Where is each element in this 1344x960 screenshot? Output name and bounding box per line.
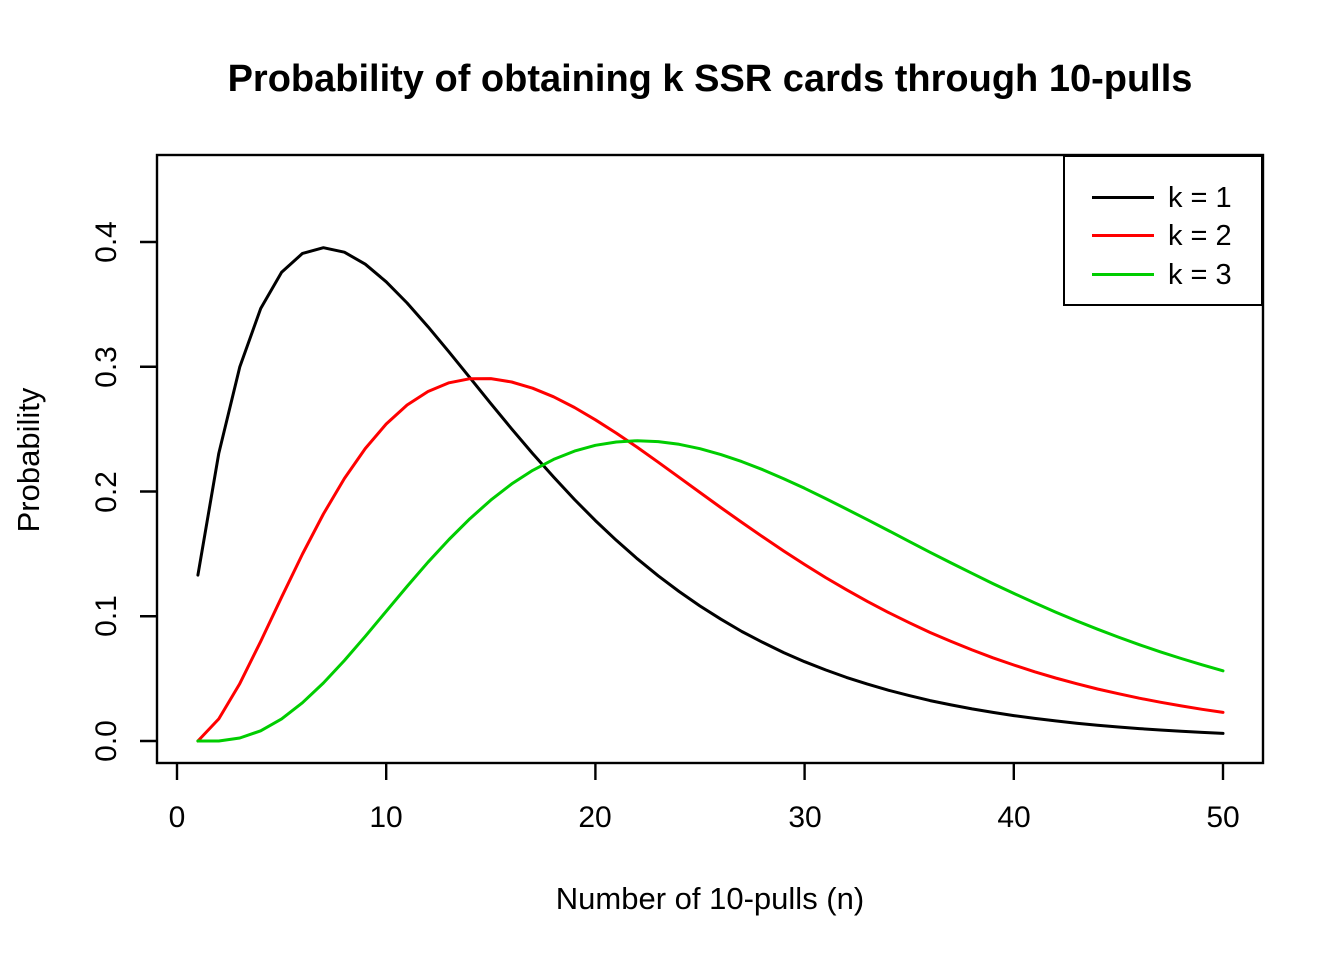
x-axis-title: Number of 10-pulls (n) (555, 881, 865, 916)
x-tick-label-10: 10 (369, 801, 403, 834)
curve-k=2 (196, 377, 1225, 743)
curve-k=1 (196, 246, 1225, 735)
y-tick-label-0.0: 0.0 (90, 720, 123, 762)
y-tick-label-0.4: 0.4 (90, 221, 123, 263)
x-tick-label-0: 0 (168, 801, 186, 834)
legend-label-k1: k = 1 (1168, 182, 1232, 214)
x-tick-label-20: 20 (578, 801, 612, 834)
legend-line-sample-k1 (1092, 196, 1154, 199)
x-tick-label-50: 50 (1206, 801, 1240, 834)
axis-tick-marks (140, 240, 1225, 780)
y-tick-label-0.3: 0.3 (90, 346, 123, 388)
legend-label-k2: k = 2 (1168, 220, 1232, 252)
x-tick-label-40: 40 (997, 801, 1031, 834)
curve-k=3 (196, 439, 1225, 743)
plot-border (155, 153, 1265, 765)
legend: k = 1 k = 2 k = 3 (1063, 155, 1263, 306)
y-tick-label-0.2: 0.2 (90, 471, 123, 513)
x-tick-label-30: 30 (788, 801, 822, 834)
legend-label-k3: k = 3 (1168, 259, 1232, 291)
legend-line-sample-k3 (1092, 273, 1154, 276)
y-axis-title: Probability (11, 387, 46, 533)
curves-group (196, 246, 1225, 743)
y-tick-label-0.1: 0.1 (90, 595, 123, 637)
legend-line-sample-k2 (1092, 234, 1154, 237)
chart-title: Probability of obtaining k SSR cards thr… (227, 58, 1193, 100)
